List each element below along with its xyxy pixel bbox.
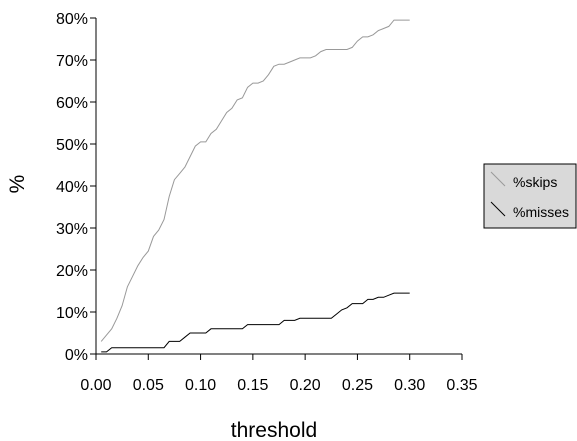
legend-box [483,163,577,229]
y-tick-label: 60% [56,95,88,112]
legend-label-skips: %skips [513,174,557,190]
x-tick-label: 0.25 [342,377,373,394]
y-tick-label: 0% [65,347,88,364]
y-axis-title: % [6,175,29,194]
x-tick-label: 0.10 [185,377,216,394]
y-tick-label: 50% [56,137,88,154]
y-tick-label: 40% [56,179,88,196]
legend-label-misses: %misses [513,204,569,220]
x-tick-label: 0.15 [237,377,268,394]
x-tick-label: 0.05 [133,377,164,394]
x-axis-title: threshold [231,419,317,441]
x-tick-label: 0.30 [394,377,425,394]
x-tick-label: 0.20 [290,377,321,394]
y-ticks: 0% 10% 20% 30% 40% 50% 60% 70% 80% [56,11,96,364]
y-tick-label: 30% [56,221,88,238]
series-line-skips [100,19,410,342]
legend-key-misses [490,201,506,217]
x-tick-label: 0.00 [80,377,111,394]
y-tick-label: 70% [56,53,88,70]
y-tick-label: 20% [56,263,88,280]
y-tick-label: 10% [56,305,88,322]
legend-key-skips [490,171,506,187]
series-line-misses [101,292,410,353]
x-tick-label: 0.35 [446,377,477,394]
x-ticks: 0.00 0.05 0.10 0.15 0.20 0.25 0.30 0.35 [80,354,478,394]
legend: %skips %misses [483,163,577,229]
plot-area [100,19,410,353]
y-tick-label: 80% [56,11,88,28]
